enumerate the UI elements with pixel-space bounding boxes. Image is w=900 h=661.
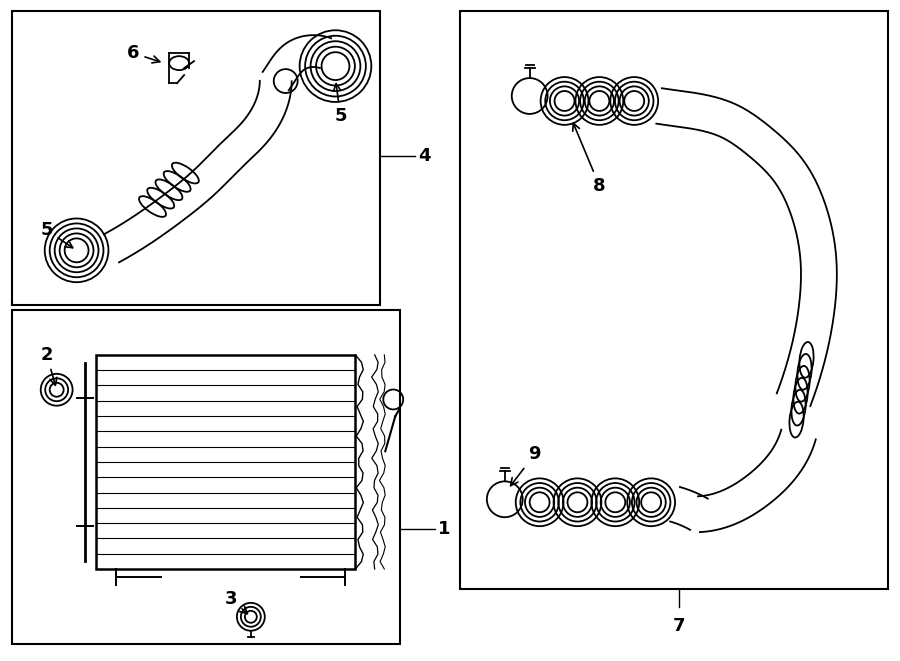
Text: 5: 5 <box>334 84 346 125</box>
Bar <box>12 310 400 644</box>
Text: 2: 2 <box>40 346 57 385</box>
Text: 6: 6 <box>127 44 160 63</box>
Bar <box>96 355 356 569</box>
Text: 8: 8 <box>572 123 606 194</box>
Text: 1: 1 <box>438 520 451 538</box>
Text: 5: 5 <box>40 221 73 248</box>
Text: 9: 9 <box>510 446 541 486</box>
Bar <box>460 11 888 589</box>
Text: 4: 4 <box>418 147 430 165</box>
Text: 3: 3 <box>225 590 248 613</box>
Text: 7: 7 <box>673 617 685 635</box>
Bar <box>12 11 381 305</box>
